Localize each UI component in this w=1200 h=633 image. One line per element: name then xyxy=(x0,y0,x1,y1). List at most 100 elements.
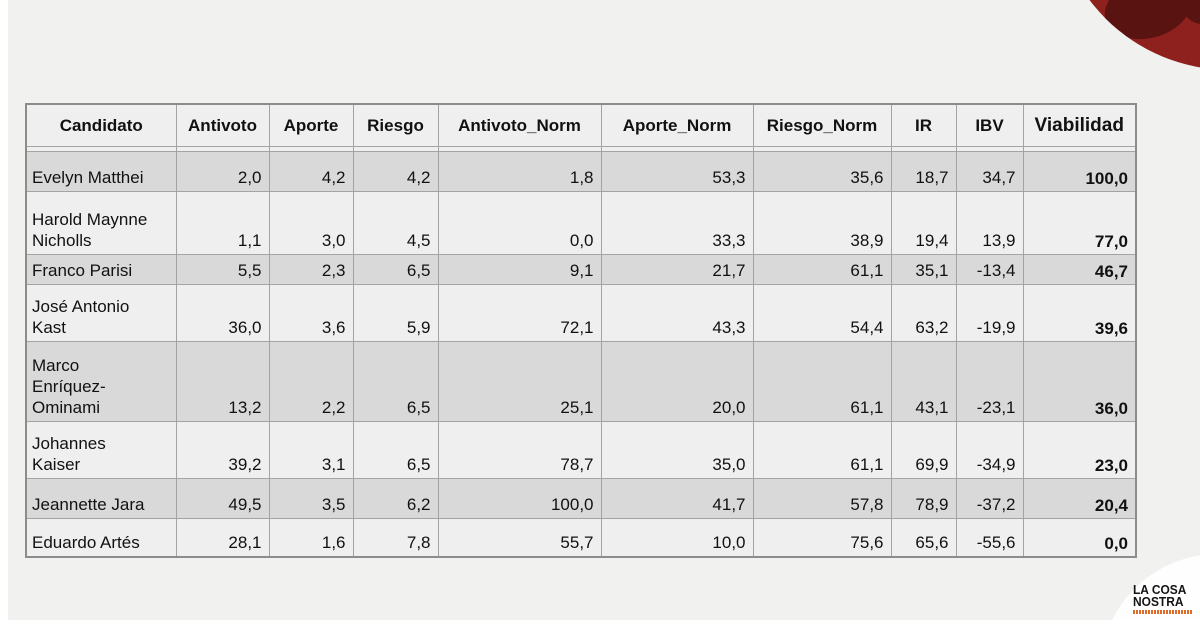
riesgo-cell: 6,2 xyxy=(352,477,439,519)
aporte-norm-cell: 21,7 xyxy=(600,253,754,285)
antivoto-cell: 39,2 xyxy=(175,420,270,479)
ibv-cell: 13,9 xyxy=(955,190,1024,255)
column-header-antivoto-norm: Antivoto_Norm xyxy=(437,103,602,147)
ibv-cell: 34,7 xyxy=(955,150,1024,192)
ir-cell: 69,9 xyxy=(890,420,957,479)
candidate-name-cell: Eduardo Artés xyxy=(25,517,177,558)
aporte-norm-cell: 35,0 xyxy=(600,420,754,479)
aporte-cell: 2,3 xyxy=(268,253,354,285)
logo-line-1: LA COSA xyxy=(1133,582,1187,597)
aporte-norm-cell: 20,0 xyxy=(600,340,754,422)
riesgo-norm-cell: 35,6 xyxy=(752,150,892,192)
antivoto-norm-cell: 0,0 xyxy=(437,190,602,255)
column-header-ibv: IBV xyxy=(955,103,1024,147)
viabilidad-cell: 20,4 xyxy=(1022,477,1137,519)
antivoto-norm-cell: 55,7 xyxy=(437,517,602,558)
viabilidad-cell: 36,0 xyxy=(1022,340,1137,422)
antivoto-cell: 5,5 xyxy=(175,253,270,285)
ibv-cell: -55,6 xyxy=(955,517,1024,558)
logo-line-2: NOSTRA xyxy=(1133,594,1184,609)
table-row-franco-parisi: Franco Parisi 5,5 2,3 6,5 9,1 21,7 61,1 … xyxy=(25,253,1137,285)
aporte-cell: 4,2 xyxy=(268,150,354,192)
column-header-aporte-norm: Aporte_Norm xyxy=(600,103,754,147)
aporte-norm-cell: 41,7 xyxy=(600,477,754,519)
antivoto-cell: 49,5 xyxy=(175,477,270,519)
antivoto-cell: 13,2 xyxy=(175,340,270,422)
riesgo-cell: 6,5 xyxy=(352,420,439,479)
viabilidad-cell: 23,0 xyxy=(1022,420,1137,479)
slide-background: Candidato Antivoto Aporte Riesgo Antivot… xyxy=(8,0,1200,620)
viabilidad-cell: 100,0 xyxy=(1022,150,1137,192)
antivoto-norm-cell: 100,0 xyxy=(437,477,602,519)
riesgo-norm-cell: 38,9 xyxy=(752,190,892,255)
column-header-antivoto: Antivoto xyxy=(175,103,270,147)
riesgo-norm-cell: 61,1 xyxy=(752,420,892,479)
antivoto-cell: 28,1 xyxy=(175,517,270,558)
ir-cell: 78,9 xyxy=(890,477,957,519)
ibv-cell: -19,9 xyxy=(955,283,1024,342)
aporte-cell: 3,6 xyxy=(268,283,354,342)
column-header-riesgo-norm: Riesgo_Norm xyxy=(752,103,892,147)
la-cosa-nostra-logo: LA COSA NOSTRA xyxy=(1133,582,1200,614)
candidate-name-cell: Evelyn Matthei xyxy=(25,150,177,192)
antivoto-cell: 2,0 xyxy=(175,150,270,192)
viabilidad-cell: 39,6 xyxy=(1022,283,1137,342)
ir-cell: 43,1 xyxy=(890,340,957,422)
ibv-cell: -13,4 xyxy=(955,253,1024,285)
aporte-cell: 3,5 xyxy=(268,477,354,519)
aporte-cell: 3,0 xyxy=(268,190,354,255)
ir-cell: 18,7 xyxy=(890,150,957,192)
antivoto-norm-cell: 78,7 xyxy=(437,420,602,479)
riesgo-norm-cell: 61,1 xyxy=(752,253,892,285)
aporte-cell: 1,6 xyxy=(268,517,354,558)
riesgo-cell: 4,5 xyxy=(352,190,439,255)
riesgo-cell: 6,5 xyxy=(352,340,439,422)
antivoto-cell: 1,1 xyxy=(175,190,270,255)
candidate-name-cell: José Antonio Kast xyxy=(25,283,177,342)
candidate-name-cell: Marco Enríquez- Ominami xyxy=(25,340,177,422)
aporte-norm-cell: 53,3 xyxy=(600,150,754,192)
table-row-harold-maynne-nicholls: Harold Maynne Nicholls 1,1 3,0 4,5 0,0 3… xyxy=(25,190,1137,255)
column-header-riesgo: Riesgo xyxy=(352,103,439,147)
candidate-name-cell: Harold Maynne Nicholls xyxy=(25,190,177,255)
antivoto-norm-cell: 1,8 xyxy=(437,150,602,192)
candidate-name-cell: Franco Parisi xyxy=(25,253,177,285)
riesgo-cell: 6,5 xyxy=(352,253,439,285)
ir-cell: 65,6 xyxy=(890,517,957,558)
viabilidad-cell: 0,0 xyxy=(1022,517,1137,558)
column-header-candidato: Candidato xyxy=(25,103,177,147)
riesgo-cell: 5,9 xyxy=(352,283,439,342)
logo-tagline xyxy=(1133,610,1193,614)
viabilidad-cell: 46,7 xyxy=(1022,253,1137,285)
aporte-norm-cell: 43,3 xyxy=(600,283,754,342)
aporte-norm-cell: 33,3 xyxy=(600,190,754,255)
table-row-marco-enriquez-ominami: Marco Enríquez- Ominami 13,2 2,2 6,5 25,… xyxy=(25,340,1137,422)
riesgo-cell: 4,2 xyxy=(352,150,439,192)
aporte-norm-cell: 10,0 xyxy=(600,517,754,558)
antivoto-cell: 36,0 xyxy=(175,283,270,342)
ibv-cell: -23,1 xyxy=(955,340,1024,422)
header-row: Candidato Antivoto Aporte Riesgo Antivot… xyxy=(25,103,1137,147)
spacer-row xyxy=(25,145,1137,152)
ibv-cell: -37,2 xyxy=(955,477,1024,519)
antivoto-norm-cell: 9,1 xyxy=(437,253,602,285)
column-header-aporte: Aporte xyxy=(268,103,354,147)
riesgo-norm-cell: 75,6 xyxy=(752,517,892,558)
antivoto-norm-cell: 25,1 xyxy=(437,340,602,422)
viability-table: Candidato Antivoto Aporte Riesgo Antivot… xyxy=(25,103,1137,558)
column-header-ir: IR xyxy=(890,103,957,147)
viabilidad-cell: 77,0 xyxy=(1022,190,1137,255)
aporte-cell: 3,1 xyxy=(268,420,354,479)
table-row-evelyn-matthei: Evelyn Matthei 2,0 4,2 4,2 1,8 53,3 35,6… xyxy=(25,150,1137,192)
table-row-eduardo-artes: Eduardo Artés 28,1 1,6 7,8 55,7 10,0 75,… xyxy=(25,517,1137,558)
ir-cell: 19,4 xyxy=(890,190,957,255)
antivoto-norm-cell: 72,1 xyxy=(437,283,602,342)
table-row-johannes-kaiser: Johannes Kaiser 39,2 3,1 6,5 78,7 35,0 6… xyxy=(25,420,1137,479)
riesgo-norm-cell: 57,8 xyxy=(752,477,892,519)
table-row-jose-antonio-kast: José Antonio Kast 36,0 3,6 5,9 72,1 43,3… xyxy=(25,283,1137,342)
ir-cell: 35,1 xyxy=(890,253,957,285)
candidate-name-cell: Johannes Kaiser xyxy=(25,420,177,479)
riesgo-norm-cell: 54,4 xyxy=(752,283,892,342)
riesgo-cell: 7,8 xyxy=(352,517,439,558)
